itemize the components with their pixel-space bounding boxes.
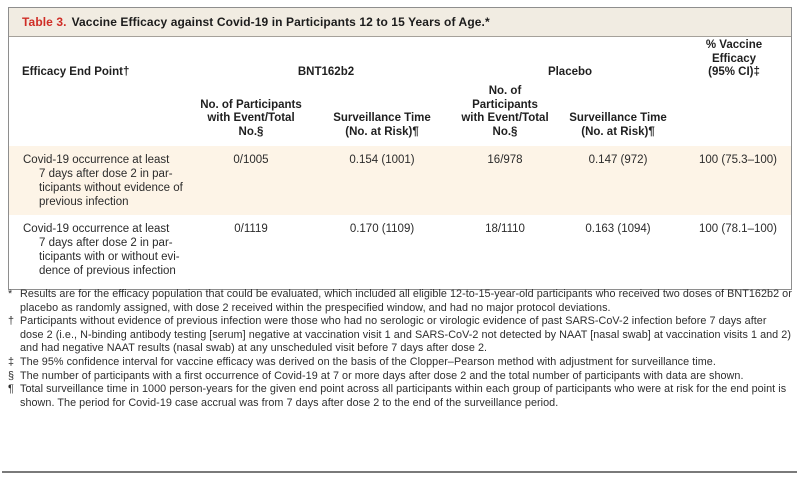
bnt-events-value: 0/1005 bbox=[233, 154, 269, 166]
table-3-box: Table 3. Vaccine Efficacy against Covid-… bbox=[8, 7, 792, 290]
bnt-surveillance-value: 0.170 (1109) bbox=[349, 223, 415, 235]
column-header-efficacy-end-point: Efficacy End Point† bbox=[22, 66, 130, 78]
table-title-text: Vaccine Efficacy against Covid-19 in Par… bbox=[71, 15, 490, 29]
footnote-symbol: ‡ bbox=[8, 355, 15, 368]
footnote-dagger: † Participants without evidence of previ… bbox=[8, 315, 792, 356]
column-header-vaccine-efficacy: % Vaccine Efficacy (95% CI)‡ bbox=[705, 39, 763, 78]
footnote-symbol: † bbox=[8, 315, 15, 328]
group-header-bnt162b2: BNT162b2 bbox=[297, 66, 355, 78]
footnote-symbol: * bbox=[8, 288, 13, 300]
sub-header-placebo-surveillance: Surveillance Time (No. at Risk)¶ bbox=[569, 112, 667, 138]
vaccine-efficacy-value: 100 (75.3–100) bbox=[698, 154, 777, 166]
column-header-vaccine-efficacy-cell: % Vaccine Efficacy (95% CI)‡ bbox=[683, 39, 791, 80]
table-sub-header-row: No. of Participants with Event/Total No.… bbox=[9, 73, 791, 146]
table-row: Covid-19 occurrence at least 7 days afte… bbox=[9, 146, 791, 215]
vaccine-efficacy-value: 100 (78.1–100) bbox=[698, 223, 777, 235]
group-header-placebo: Placebo bbox=[547, 66, 593, 78]
footnote-symbol: § bbox=[8, 369, 15, 382]
end-point-label: Covid-19 occurrence at least 7 days afte… bbox=[23, 223, 180, 277]
sub-header-bnt-surveillance: Surveillance Time (No. at Risk)¶ bbox=[333, 112, 431, 138]
footnote-symbol: ¶ bbox=[8, 383, 14, 396]
placebo-surveillance-value: 0.163 (1094) bbox=[585, 223, 651, 235]
bnt-surveillance-value: 0.154 (1001) bbox=[349, 154, 415, 166]
footnotes: * Results are for the efficacy populatio… bbox=[8, 288, 792, 410]
table-number-label: Table 3. bbox=[22, 15, 67, 29]
table-row: Covid-19 occurrence at least 7 days afte… bbox=[9, 215, 791, 289]
end-point-label: Covid-19 occurrence at least 7 days afte… bbox=[23, 154, 183, 208]
footnote-text: Total surveillance time in 1000 person-y… bbox=[20, 383, 787, 409]
placebo-events-value: 18/1110 bbox=[485, 223, 525, 235]
table-group-header-row: Efficacy End Point† BNT162b2 Placebo % V… bbox=[9, 37, 791, 78]
table-title-bar: Table 3. Vaccine Efficacy against Covid-… bbox=[9, 8, 791, 37]
footnote-text: Participants without evidence of previou… bbox=[20, 315, 791, 355]
footnote-asterisk: * Results are for the efficacy populatio… bbox=[8, 288, 792, 315]
footnote-text: Results are for the efficacy population … bbox=[20, 288, 792, 314]
footnote-pilcrow: ¶ Total surveillance time in 1000 person… bbox=[8, 383, 792, 410]
bnt-events-value: 0/1119 bbox=[234, 223, 268, 235]
placebo-events-value: 16/978 bbox=[487, 154, 523, 166]
footnote-section: § The number of participants with a firs… bbox=[8, 370, 792, 384]
footnote-double-dagger: ‡ The 95% confidence interval for vaccin… bbox=[8, 356, 792, 370]
footnote-text: The 95% confidence interval for vaccine … bbox=[20, 355, 716, 368]
sub-header-placebo-participants: No. of Participants with Event/Total No.… bbox=[461, 85, 549, 138]
placebo-surveillance-value: 0.147 (972) bbox=[588, 154, 648, 166]
bottom-rule bbox=[2, 471, 797, 473]
sub-header-bnt-participants: No. of Participants with Event/Total No.… bbox=[200, 98, 302, 138]
footnote-text: The number of participants with a first … bbox=[20, 369, 744, 382]
